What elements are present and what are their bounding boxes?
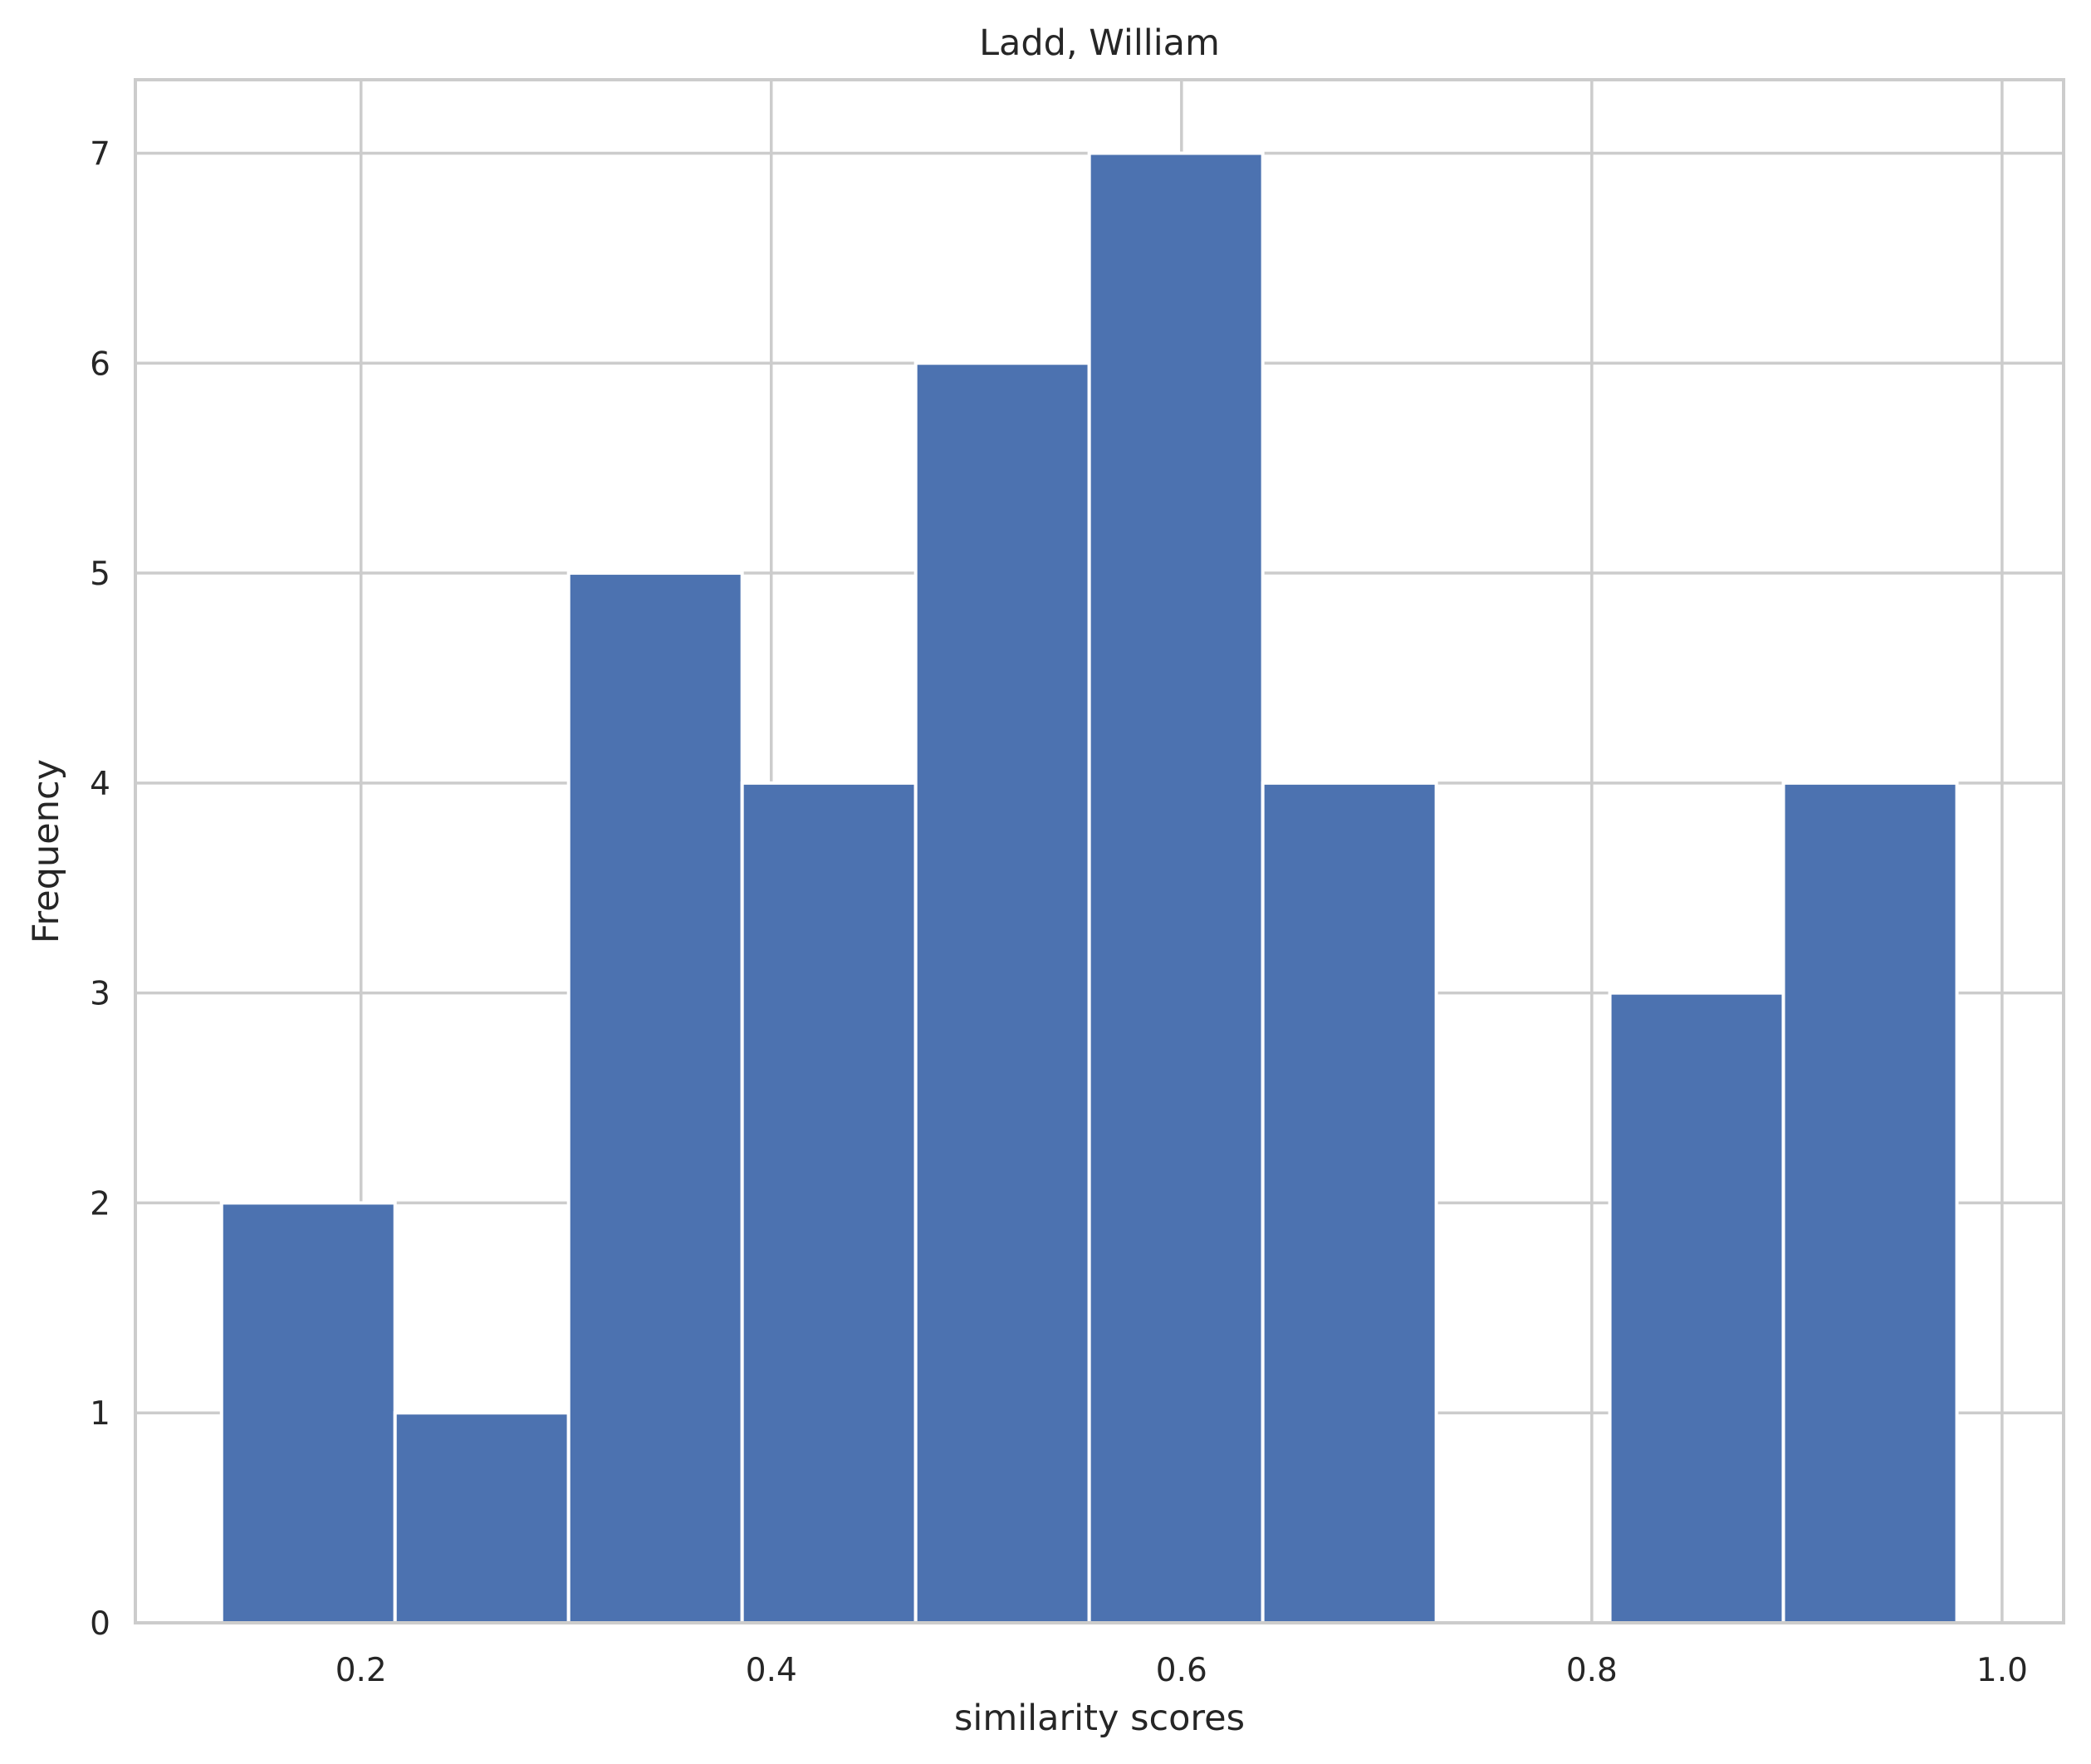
x-tick-label-3: 0.8 xyxy=(1566,1652,1618,1689)
histogram-bar-9 xyxy=(1781,781,1959,1624)
plot-frame xyxy=(134,78,2065,1624)
histogram-bars xyxy=(219,151,1959,1625)
x-tick-label-0: 0.2 xyxy=(335,1652,387,1689)
histogram-bar-5 xyxy=(1087,151,1265,1624)
x-tick-label-1: 0.4 xyxy=(746,1652,797,1689)
histogram-bar-2 xyxy=(566,571,744,1624)
y-tick-label-2: 2 xyxy=(90,1185,110,1223)
x-tick-label-2: 0.6 xyxy=(1156,1652,1207,1689)
histogram-bar-0 xyxy=(219,1201,397,1624)
y-tick-label-4: 4 xyxy=(90,766,110,803)
y-tick-label-7: 7 xyxy=(90,135,110,173)
y-tick-label-3: 3 xyxy=(90,976,110,1013)
histogram-bar-3 xyxy=(740,781,918,1624)
y-tick-label-6: 6 xyxy=(90,345,110,383)
histogram-bar-4 xyxy=(913,361,1091,1625)
tick-labels: 0.2 0.4 0.6 0.8 1.0 0 1 2 3 4 5 6 7 xyxy=(90,135,2028,1689)
histogram-bar-8 xyxy=(1608,991,1785,1625)
histogram-bar-6 xyxy=(1261,781,1438,1624)
x-axis-label: similarity scores xyxy=(954,1698,1245,1739)
y-tick-label-1: 1 xyxy=(90,1395,110,1433)
y-tick-label-0: 0 xyxy=(90,1605,110,1643)
y-tick-label-5: 5 xyxy=(90,556,110,593)
x-tick-label-4: 1.0 xyxy=(1976,1652,2028,1689)
y-axis-label: Frequency xyxy=(26,759,67,943)
histogram-bar-1 xyxy=(393,1411,570,1625)
chart-title: Ladd, William xyxy=(979,22,1220,64)
